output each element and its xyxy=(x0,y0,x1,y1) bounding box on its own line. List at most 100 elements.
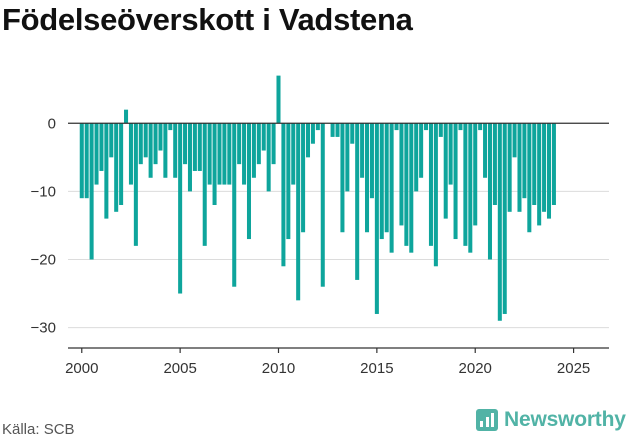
bar xyxy=(89,123,94,260)
x-tick-label: 2010 xyxy=(262,360,295,377)
bar xyxy=(99,123,104,171)
bar xyxy=(463,123,468,246)
bar xyxy=(227,123,232,185)
bar xyxy=(517,123,522,212)
bar xyxy=(399,123,404,226)
y-tick-label: −20 xyxy=(31,251,56,268)
bar xyxy=(404,123,409,246)
bar xyxy=(187,123,192,192)
x-tick-label: 2020 xyxy=(459,360,492,377)
bar xyxy=(261,123,266,151)
bar xyxy=(453,123,458,240)
bar xyxy=(438,123,443,137)
bar xyxy=(163,123,168,178)
bar xyxy=(335,123,340,137)
bar xyxy=(104,123,109,219)
bar xyxy=(384,123,389,233)
bar xyxy=(315,123,320,131)
bar xyxy=(448,123,453,185)
bar xyxy=(443,123,448,219)
bar xyxy=(492,123,497,205)
bar xyxy=(153,123,158,165)
bar xyxy=(355,123,360,280)
chart-title: Födelseöverskott i Vadstena xyxy=(2,2,413,37)
y-tick-label: −30 xyxy=(31,320,56,337)
bar xyxy=(266,123,271,192)
bar xyxy=(424,123,429,131)
brand-logo: Newsworthy xyxy=(476,408,626,432)
bar xyxy=(305,123,311,158)
x-tick-label: 2000 xyxy=(65,360,98,377)
bar-chart-icon xyxy=(476,409,498,431)
bar xyxy=(414,123,419,192)
x-tick-label: 2005 xyxy=(163,360,196,377)
bar xyxy=(522,123,527,199)
bar xyxy=(178,123,183,294)
bar xyxy=(487,123,492,260)
bar xyxy=(478,123,483,131)
bar xyxy=(94,123,99,185)
bar xyxy=(256,123,261,165)
x-tick-label: 2025 xyxy=(557,360,590,377)
bar xyxy=(301,123,306,233)
bar xyxy=(148,123,153,178)
bar xyxy=(507,123,512,212)
bar xyxy=(546,123,552,219)
bar xyxy=(340,123,345,233)
bar xyxy=(483,123,488,178)
bar xyxy=(286,123,291,240)
bar xyxy=(512,123,517,158)
bar xyxy=(119,123,124,205)
bar xyxy=(237,123,242,165)
bar xyxy=(473,123,478,226)
bar xyxy=(251,123,256,178)
bar xyxy=(419,123,424,178)
bar xyxy=(158,123,163,151)
bar xyxy=(207,123,212,185)
bar xyxy=(330,123,335,137)
bar xyxy=(173,123,178,178)
bar xyxy=(217,123,222,185)
x-axis: 2000 2005 2010 2015 2020 2025 xyxy=(65,347,609,377)
source-note: Källa: SCB xyxy=(2,421,75,438)
x-tick-label: 2015 xyxy=(360,360,393,377)
bar xyxy=(542,123,547,212)
bar xyxy=(291,123,296,185)
bar xyxy=(389,123,394,253)
bar xyxy=(502,123,507,314)
bar xyxy=(468,123,473,253)
bar xyxy=(242,123,247,185)
bar xyxy=(138,123,143,165)
bar xyxy=(212,123,217,205)
bar xyxy=(197,123,202,171)
bar xyxy=(409,123,414,253)
bar xyxy=(114,123,119,212)
bar xyxy=(296,123,301,301)
bar xyxy=(222,123,227,185)
bar xyxy=(527,123,532,233)
bar xyxy=(551,123,556,205)
bar xyxy=(369,123,374,199)
bar xyxy=(202,123,207,246)
bar xyxy=(192,123,197,171)
bar xyxy=(379,123,384,240)
bar xyxy=(168,123,173,131)
brand-name: Newsworthy xyxy=(504,408,626,431)
y-axis: 0 −10 −20 −30 xyxy=(31,115,609,337)
bar xyxy=(360,123,365,178)
bar xyxy=(143,123,148,158)
bar xyxy=(345,123,350,192)
bars xyxy=(79,75,556,321)
bar xyxy=(428,123,433,246)
bar xyxy=(183,123,188,165)
bar xyxy=(350,123,355,144)
bar xyxy=(365,123,370,233)
bar xyxy=(320,123,325,287)
bar xyxy=(458,123,463,131)
bar xyxy=(374,123,379,314)
bar xyxy=(271,123,276,165)
bar xyxy=(394,123,399,131)
bar xyxy=(109,123,114,158)
bar xyxy=(124,109,129,124)
